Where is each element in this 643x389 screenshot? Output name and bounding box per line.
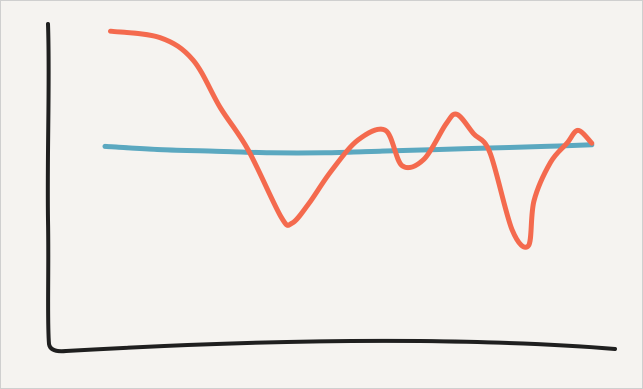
series-layer <box>102 28 595 250</box>
series-blue-line <box>102 142 595 156</box>
series-red-line <box>108 28 595 250</box>
y-axis <box>45 22 68 354</box>
x-axis <box>64 338 617 353</box>
